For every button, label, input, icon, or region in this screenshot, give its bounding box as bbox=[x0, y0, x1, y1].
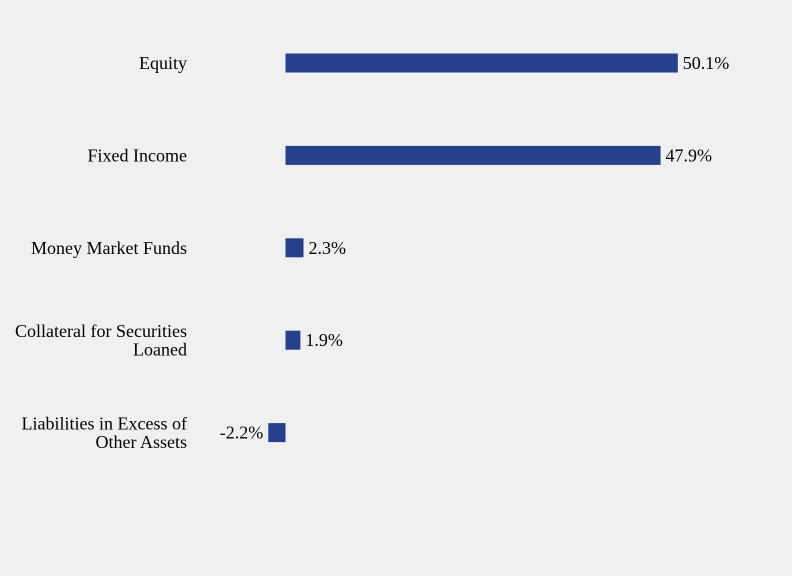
data-label: 50.1% bbox=[683, 53, 730, 73]
category-label: Other Assets bbox=[96, 432, 188, 452]
bars-group bbox=[268, 53, 678, 443]
category-label: Money Market Funds bbox=[31, 238, 187, 258]
bar bbox=[285, 145, 661, 165]
data-label: -2.2% bbox=[220, 423, 264, 443]
bar bbox=[285, 53, 678, 73]
bar bbox=[285, 238, 304, 258]
category-label: Collateral for Securities bbox=[15, 321, 187, 341]
category-labels-group: Equity Fixed Income Money Market Funds Coll… bbox=[15, 53, 187, 452]
data-label: 47.9% bbox=[666, 145, 713, 165]
category-label: Loaned bbox=[133, 339, 187, 359]
data-label: 2.3% bbox=[309, 238, 347, 258]
bar bbox=[268, 423, 286, 443]
data-label: 1.9% bbox=[305, 330, 343, 350]
category-label: Liabilities in Excess of bbox=[22, 413, 187, 433]
value-labels-group: 50.1% 47.9% 2.3% 1.9% -2.2% bbox=[220, 53, 730, 443]
category-label: Equity bbox=[139, 53, 187, 73]
category-label: Fixed Income bbox=[88, 145, 187, 165]
bar bbox=[285, 330, 301, 350]
